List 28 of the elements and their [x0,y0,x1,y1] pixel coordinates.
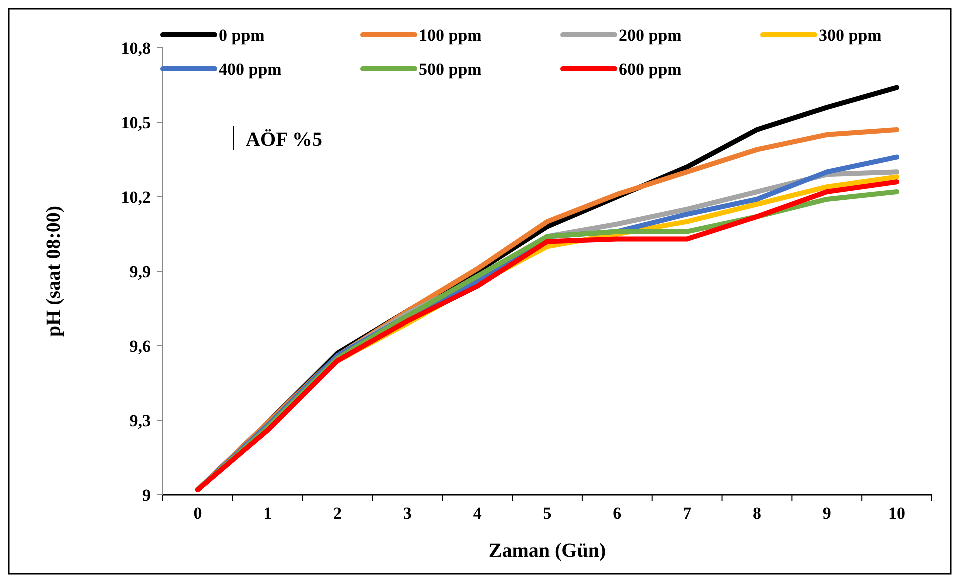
y-tick-label: 9,9 [130,262,151,282]
y-tick-label: 9 [142,486,151,505]
y-tick-label: 9,3 [130,411,151,430]
x-tick-label: 8 [752,504,762,523]
legend-label: 0 ppm [219,26,265,45]
y-axis-title: pH (saat 08:00) [43,206,65,338]
y-tick-label: 10,5 [121,113,151,132]
legend-label: 200 ppm [619,26,682,45]
x-tick-label: 0 [194,504,202,523]
x-tick-label: 3 [403,504,412,523]
legend-label: 600 ppm [619,60,682,79]
y-tick-label: 10,2 [121,188,151,207]
x-tick-label: 5 [543,504,552,523]
legend-label: 100 ppm [419,26,482,45]
x-axis-title: Zaman (Gün) [488,540,606,562]
x-tick-label: 1 [264,504,272,523]
x-tick-label: 4 [473,504,482,523]
legend-label: 400 ppm [219,60,282,79]
annotation: AÖF %5 [246,129,322,151]
y-tick-label: 10,8 [121,38,151,58]
legend-label: 500 ppm [419,60,482,79]
x-tick-label: 2 [334,504,342,523]
x-tick-label: 9 [822,504,832,523]
legend-label: 300 ppm [819,26,882,45]
x-tick-label: 10 [888,504,906,523]
y-tick-label: 9,6 [130,336,151,356]
x-tick-label: 6 [613,504,622,523]
x-tick-label: 7 [683,504,692,523]
